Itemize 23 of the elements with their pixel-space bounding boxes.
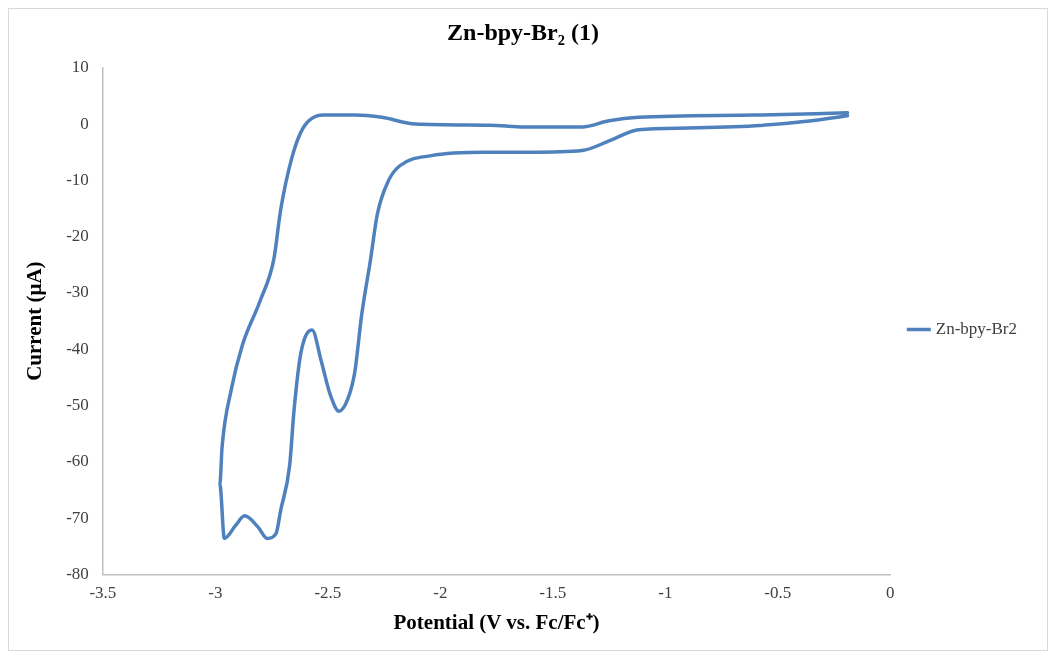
y-tick-label: -30 [66, 282, 89, 302]
x-tick-label: -1.5 [539, 583, 567, 603]
y-axis-title: Current (μA) [22, 261, 47, 381]
y-tick-label: -70 [66, 507, 89, 527]
y-tick-label: 0 [80, 113, 89, 133]
x-tick-label: -2 [433, 583, 448, 603]
y-tick-label: -80 [66, 563, 89, 583]
y-tick-label: -10 [66, 169, 89, 189]
y-tick-label: 10 [71, 57, 89, 77]
x-tick-label: -0.5 [764, 583, 792, 603]
x-axis-title: Potential (V vs. Fc/Fc⁺) [393, 609, 600, 634]
line-series [218, 111, 850, 541]
y-tick-label: -20 [66, 226, 89, 246]
x-tick-label: -3.5 [89, 583, 117, 603]
legend-label: Zn-bpy-Br2 [935, 318, 1018, 338]
y-tick-label: -40 [66, 338, 89, 358]
y-tick-label: -50 [66, 395, 89, 414]
y-tick-label: -60 [66, 451, 89, 471]
x-tick-label: 0 [886, 583, 895, 603]
x-tick-label: -2.5 [314, 583, 342, 603]
chart-title: Zn-bpy-Br₂ (1) [447, 18, 599, 45]
x-tick-label: -1 [658, 583, 673, 603]
x-tick-label: -3 [208, 583, 223, 603]
